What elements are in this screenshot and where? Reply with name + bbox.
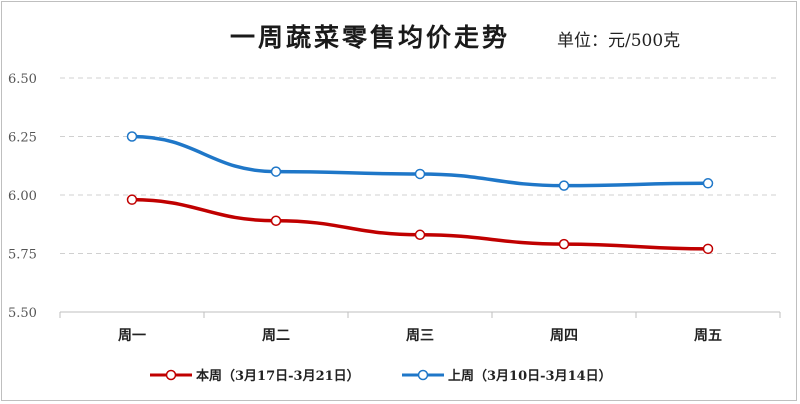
x-tick-label: 周二 [262,328,290,344]
series-group [126,131,714,255]
data-point [126,131,138,142]
data-point [270,215,282,226]
y-tick-label: 5.50 [8,306,37,321]
series-0 [126,194,714,255]
x-tick-label: 周一 [118,328,146,344]
data-point [126,194,138,205]
x-tick-label: 周四 [550,328,578,344]
x-tick-label: 周三 [406,328,434,344]
y-tick-label: 5.75 [8,248,37,263]
y-tick-label: 6.25 [8,131,37,146]
data-point [558,180,570,191]
data-point [702,243,714,255]
unit-label: 单位：元/500克 [557,31,680,51]
grid-lines [60,77,780,254]
legend-label-this-week: 本周（3月17日-3月21日） [196,368,360,384]
data-point [702,178,714,189]
legend-marker-this-week [165,369,177,381]
legend-item-last-week: 上周（3月10日-3月14日） [402,368,612,384]
data-point [414,168,426,180]
legend-label-last-week: 上周（3月10日-3月14日） [448,368,612,384]
series-line [130,197,710,251]
legend: 本周（3月17日-3月21日） 上周（3月10日-3月14日） [150,368,612,384]
x-tick-label: 周五 [694,328,722,344]
legend-item-this-week: 本周（3月17日-3月21日） [150,368,360,384]
x-axis: 周一 周二 周三 周四 周五 [59,311,781,344]
legend-marker-last-week [417,369,429,381]
y-tick-label: 6.00 [8,189,37,204]
series-1 [126,131,714,191]
y-tick-label: 6.50 [8,72,37,87]
data-point [558,238,570,250]
data-point [270,166,282,177]
y-axis-ticks: 5.50 5.75 6.00 6.25 6.50 [8,72,37,321]
chart-title: 一周蔬菜零售均价走势 [230,23,510,52]
data-point [414,229,426,241]
